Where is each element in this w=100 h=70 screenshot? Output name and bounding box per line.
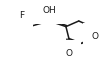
Text: OH: OH <box>42 6 56 15</box>
Text: O: O <box>65 49 72 58</box>
Text: F: F <box>15 29 20 38</box>
Text: F: F <box>19 11 24 20</box>
Text: O: O <box>92 32 98 41</box>
Text: F: F <box>9 19 14 28</box>
